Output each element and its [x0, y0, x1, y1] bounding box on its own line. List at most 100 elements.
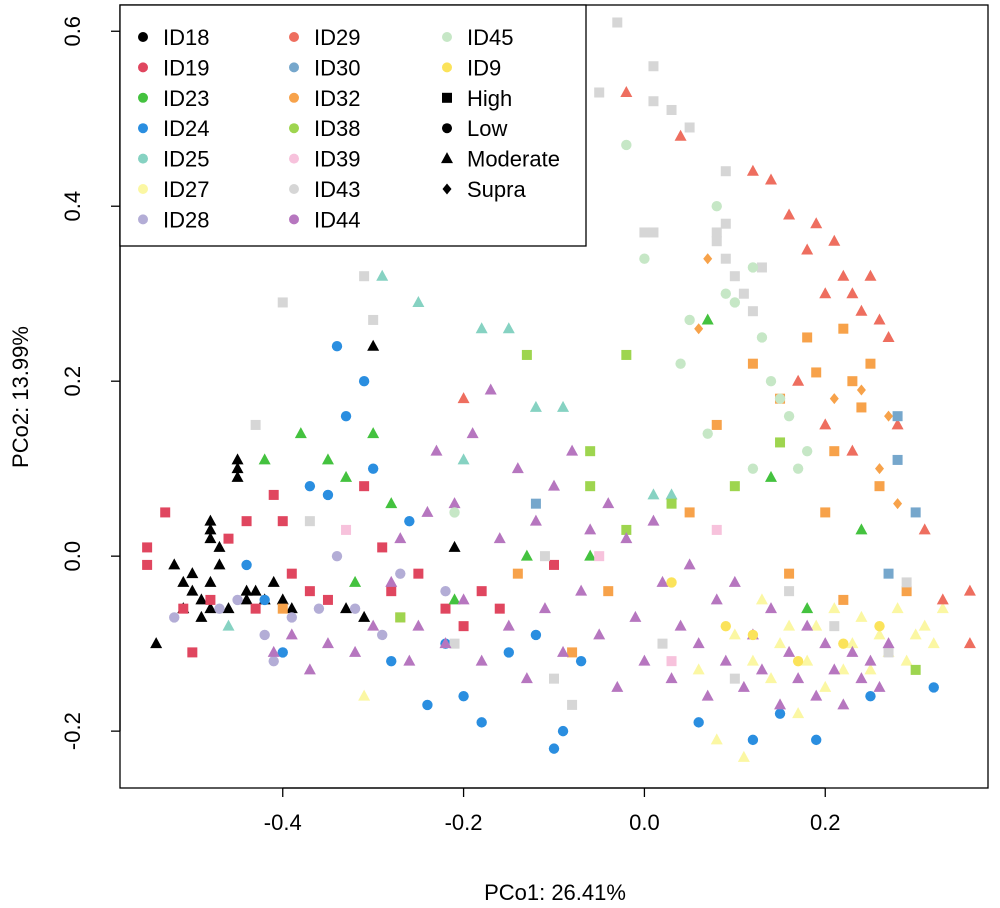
legend-marker [138, 92, 148, 103]
data-point [774, 708, 786, 719]
data-point [891, 602, 904, 614]
data-point [204, 523, 217, 535]
legend-entry-id43: ID43 [289, 177, 360, 202]
x-axis-title: PCo1: 26.41% [484, 880, 626, 905]
data-point [728, 575, 741, 587]
series-id39 [341, 524, 722, 667]
data-point [783, 619, 796, 631]
data-point [385, 575, 398, 587]
data-point [286, 568, 297, 579]
data-point [784, 568, 795, 579]
data-point [421, 505, 434, 517]
data-point [684, 122, 695, 133]
data-point [819, 680, 832, 692]
y-tick-label: 0.0 [60, 541, 85, 572]
data-point [747, 463, 759, 474]
data-point [893, 498, 903, 510]
data-point [801, 243, 814, 255]
data-point [341, 524, 352, 535]
data-point [737, 680, 750, 692]
series-id27 [358, 593, 949, 762]
data-point [711, 524, 722, 535]
data-point [910, 507, 921, 518]
legend-label: Moderate [467, 147, 560, 172]
data-point [457, 453, 470, 465]
data-point [385, 497, 398, 509]
data-point [249, 584, 262, 596]
data-point [774, 698, 787, 710]
data-point [277, 603, 288, 614]
data-point [783, 208, 796, 220]
data-point [865, 358, 876, 369]
series-id23 [258, 313, 868, 614]
data-point [873, 313, 886, 325]
series-supra [694, 253, 903, 510]
data-point [502, 322, 515, 334]
data-point [783, 645, 796, 657]
data-point [802, 332, 813, 343]
data-point [458, 690, 469, 702]
legend-label: ID43 [314, 177, 360, 202]
data-point [765, 470, 777, 482]
legend-entry-id45: ID45 [442, 25, 513, 50]
data-point [719, 654, 732, 666]
data-point [412, 295, 425, 307]
data-point [585, 481, 596, 492]
legend-entry-id9: ID9 [442, 55, 501, 80]
data-point [665, 672, 678, 684]
data-point [277, 297, 288, 308]
data-point [847, 376, 858, 387]
data-point [819, 418, 832, 430]
data-point [820, 507, 831, 518]
data-point [801, 619, 814, 631]
data-point [784, 586, 795, 597]
data-point [250, 603, 261, 614]
data-point [304, 586, 315, 597]
data-point [231, 470, 244, 482]
data-point [855, 672, 868, 684]
legend-marker [289, 214, 299, 225]
data-point [603, 586, 614, 597]
data-point [801, 445, 813, 457]
data-point [621, 349, 632, 360]
data-point [169, 612, 180, 623]
data-point [358, 689, 371, 701]
data-point [747, 734, 759, 746]
data-point [729, 481, 740, 492]
series-id30 [530, 411, 921, 579]
data-point [359, 481, 370, 492]
legend-marker [289, 153, 299, 164]
data-point [285, 628, 298, 640]
data-point [322, 594, 333, 605]
data-point [747, 262, 759, 273]
data-point [529, 514, 542, 526]
data-point [321, 637, 334, 649]
data-point [222, 619, 235, 631]
data-point [259, 629, 270, 641]
legend-entry-id24: ID24 [138, 116, 209, 141]
data-point [864, 654, 877, 666]
data-point [520, 672, 533, 684]
data-point [963, 584, 976, 596]
data-point [186, 567, 199, 579]
data-point [359, 271, 370, 282]
data-point [232, 594, 243, 606]
data-point [449, 638, 460, 649]
legend-entry-low: Low [442, 116, 507, 141]
data-point [792, 463, 804, 474]
data-point [214, 603, 225, 614]
data-point [611, 680, 624, 692]
data-point [846, 645, 859, 657]
x-tick-label: -0.4 [264, 810, 302, 835]
data-point [711, 236, 722, 247]
data-point [855, 610, 868, 622]
data-point [900, 654, 913, 666]
legend-marker [442, 92, 452, 103]
legend-label: ID29 [314, 25, 360, 50]
data-point [476, 717, 487, 728]
data-point [538, 602, 551, 614]
data-point [729, 297, 741, 308]
data-point [828, 663, 841, 675]
data-point [259, 594, 270, 606]
data-point [331, 340, 343, 352]
